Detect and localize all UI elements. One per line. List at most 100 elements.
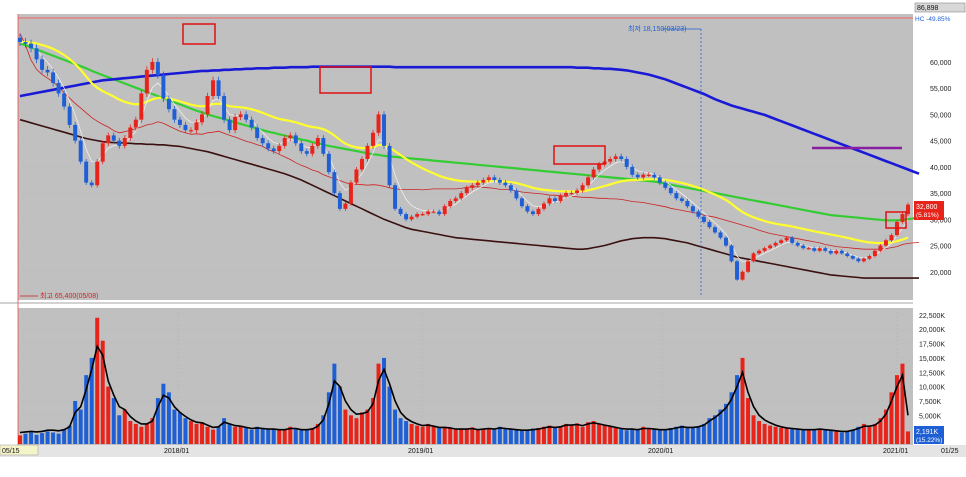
volume-bar — [823, 430, 828, 444]
volume-bar — [635, 429, 640, 444]
volume-bar — [586, 422, 591, 444]
candle-body — [122, 138, 127, 146]
price-tick-label: 60,000 — [930, 60, 952, 67]
candle-body — [492, 177, 497, 180]
volume-bar — [497, 426, 502, 444]
volume-bar — [453, 429, 458, 444]
volume-bar — [266, 429, 271, 444]
price-tick-label: 35,000 — [930, 191, 952, 198]
candle-body — [398, 208, 403, 215]
volume-bar — [117, 415, 122, 444]
candle-body — [45, 69, 50, 73]
candle-body — [558, 195, 563, 201]
x-axis-label: 2019/01 — [408, 448, 433, 455]
moving-average-line-1 — [19, 33, 920, 250]
candle-body — [238, 114, 243, 118]
candle-body — [668, 187, 673, 194]
candle-body — [850, 256, 855, 259]
volume-bar — [740, 357, 745, 444]
volume-bar — [718, 409, 723, 444]
volume-bar — [547, 425, 552, 444]
volume-bar — [304, 429, 309, 444]
candle-body — [674, 193, 679, 199]
candle-body — [155, 61, 160, 76]
candle-body — [619, 156, 624, 159]
candle-body — [260, 138, 265, 144]
volume-bar — [657, 430, 662, 444]
candle-body — [266, 143, 271, 149]
candle-body — [89, 182, 94, 186]
volume-bar — [84, 375, 89, 444]
volume-bar — [200, 422, 204, 444]
x-axis-label: 2020/01 — [648, 448, 673, 455]
price-panel[interactable] — [18, 14, 913, 300]
volume-bar — [679, 425, 684, 444]
volume-bar — [475, 430, 480, 444]
candle-body — [475, 182, 480, 186]
candle-body — [404, 214, 409, 220]
volume-bar — [404, 421, 409, 444]
candle-body — [222, 96, 227, 120]
volume-bar — [371, 398, 375, 444]
candle-body — [62, 93, 67, 107]
volume-bar — [541, 426, 546, 444]
volume-bar — [558, 426, 563, 444]
volume-bar — [773, 426, 778, 444]
volume-bar — [348, 415, 353, 444]
volume-bar — [790, 429, 795, 444]
volume-bar — [183, 418, 188, 444]
candle-body — [795, 242, 800, 246]
volume-bar — [282, 429, 287, 444]
moving-average-line-yellow — [19, 40, 909, 245]
candle-body — [200, 114, 204, 123]
candle-body — [288, 135, 293, 139]
volume-bar — [464, 429, 469, 444]
candle-body — [861, 258, 866, 262]
volume-bar — [100, 340, 105, 444]
highlight-box-1 — [182, 23, 216, 45]
volume-bar — [95, 317, 100, 444]
candle-body — [205, 96, 210, 115]
candle-body — [337, 193, 342, 209]
volume-bar — [343, 409, 348, 444]
volume-bar — [106, 386, 111, 444]
volume-bar — [503, 428, 508, 444]
volume-bar — [525, 429, 530, 444]
volume-bar — [354, 418, 359, 444]
volume-bar — [685, 427, 690, 444]
volume-bar — [326, 392, 331, 444]
price-tick-label: 25,000 — [930, 244, 952, 251]
candle-body — [867, 256, 872, 259]
candle-body — [806, 248, 811, 250]
volume-bar — [205, 426, 210, 444]
candle-body — [724, 237, 728, 246]
candle-body — [437, 211, 442, 215]
volume-bar — [387, 386, 392, 444]
volume-bar — [701, 423, 706, 444]
volume-bar — [894, 375, 899, 444]
candle-body — [553, 198, 557, 201]
candle-body — [56, 82, 61, 94]
volume-bar — [508, 429, 513, 444]
candle-body — [834, 250, 839, 254]
volume-bar — [817, 428, 822, 444]
candle-body — [172, 109, 177, 120]
volume-bar — [762, 423, 767, 444]
volume-bar — [867, 426, 872, 444]
volume-bar — [591, 421, 596, 444]
volume-bar — [122, 409, 127, 444]
volume-bar — [238, 425, 243, 444]
candle-body — [784, 237, 789, 241]
highlight-box-4 — [885, 211, 907, 229]
volume-bar — [878, 418, 883, 444]
volume-bar — [144, 423, 149, 444]
volume-bar — [553, 427, 557, 444]
volume-bar — [89, 357, 94, 444]
candle-body — [106, 135, 111, 144]
volume-bar — [795, 429, 800, 444]
price-tick-label: 30,000 — [930, 217, 952, 224]
candle-body — [282, 138, 287, 146]
volume-axis-area — [913, 308, 966, 445]
volume-bar — [492, 429, 497, 444]
